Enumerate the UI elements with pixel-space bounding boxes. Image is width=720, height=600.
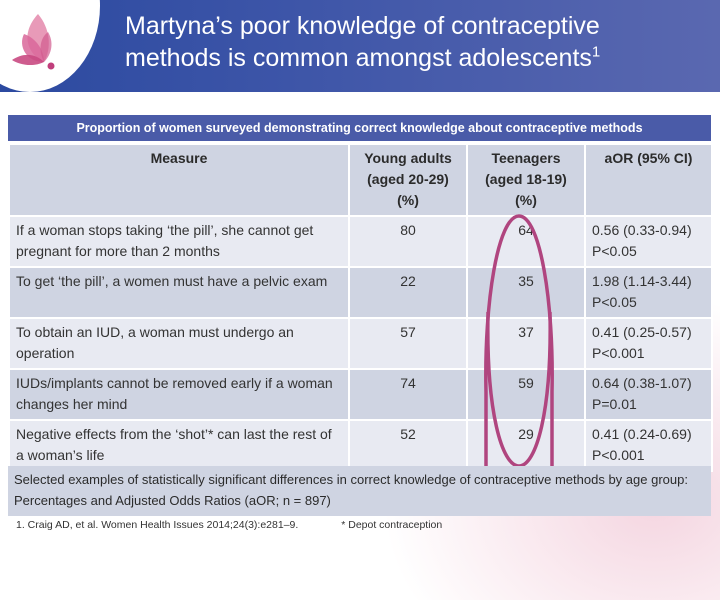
measure-cell: To obtain an IUD, a woman must undergo a… — [8, 317, 350, 370]
measure-cell: If a woman stops taking ‘the pill’, she … — [8, 215, 350, 268]
aor-value: 0.64 (0.38-1.07) — [592, 375, 692, 391]
header-bar — [0, 0, 720, 92]
column-header-measure: Measure — [8, 143, 350, 217]
p-value: P=0.01 — [592, 396, 637, 412]
title-citation: 1 — [591, 43, 601, 61]
column-header-teenagers: Teenagers (aged 18-19) (%) — [466, 143, 586, 217]
teenagers-cell: 59 — [466, 368, 586, 421]
title-line-1: Martyna’s poor knowledge of contraceptiv… — [125, 12, 600, 40]
teenagers-cell: 29 — [466, 419, 586, 472]
table-row: Negative effects from the ‘shot’* can la… — [8, 419, 713, 472]
p-value: P<0.001 — [592, 345, 645, 361]
references: 1. Craig AD, et al. Women Health Issues … — [16, 519, 482, 531]
p-value: P<0.05 — [592, 243, 637, 259]
table-row: If a woman stops taking ‘the pill’, she … — [8, 215, 713, 268]
table-row: To obtain an IUD, a woman must undergo a… — [8, 317, 713, 370]
aor-value: 0.56 (0.33-0.94) — [592, 222, 692, 238]
teenagers-cell: 64 — [466, 215, 586, 268]
depot-note: * Depot contraception — [341, 519, 443, 531]
measure-cell: Negative effects from the ‘shot’* can la… — [8, 419, 350, 472]
title-line-2: methods is common amongst adolescents1 — [125, 43, 601, 72]
young-adults-cell: 52 — [348, 419, 468, 472]
young-adults-cell: 74 — [348, 368, 468, 421]
aor-cell: 0.41 (0.25-0.57) P<0.001 — [584, 317, 713, 370]
column-header-aor: aOR (95% CI) — [584, 143, 713, 217]
aor-value: 1.98 (1.14-3.44) — [592, 273, 692, 289]
aor-value: 0.41 (0.24-0.69) — [592, 426, 692, 442]
column-header-young-adults: Young adults (aged 20-29) (%) — [348, 143, 468, 217]
aor-cell: 1.98 (1.14-3.44) P<0.05 — [584, 266, 713, 319]
measure-cell: IUDs/implants cannot be removed early if… — [8, 368, 350, 421]
young-adults-cell: 80 — [348, 215, 468, 268]
aor-value: 0.41 (0.25-0.57) — [592, 324, 692, 340]
reference-1: 1. Craig AD, et al. Women Health Issues … — [16, 519, 299, 531]
slide-title: Martyna’s poor knowledge of contraceptiv… — [125, 10, 705, 74]
lotus-logo-icon — [12, 14, 55, 70]
p-value: P<0.001 — [592, 447, 645, 463]
measure-cell: To get ‘the pill’, a women must have a p… — [8, 266, 350, 319]
young-adults-cell: 57 — [348, 317, 468, 370]
teenagers-cell: 35 — [466, 266, 586, 319]
table-header-row: Measure Young adults (aged 20-29) (%) Te… — [8, 143, 713, 217]
young-adults-cell: 22 — [348, 266, 468, 319]
teenagers-cell: 37 — [466, 317, 586, 370]
aor-cell: 0.64 (0.38-1.07) P=0.01 — [584, 368, 713, 421]
table-footnote: Selected examples of statistically signi… — [8, 466, 711, 516]
p-value: P<0.05 — [592, 294, 637, 310]
table-row: IUDs/implants cannot be removed early if… — [8, 368, 713, 421]
table-row: To get ‘the pill’, a women must have a p… — [8, 266, 713, 319]
knowledge-table: Measure Young adults (aged 20-29) (%) Te… — [8, 143, 713, 472]
table-caption: Proportion of women surveyed demonstrati… — [8, 115, 711, 141]
aor-cell: 0.41 (0.24-0.69) P<0.001 — [584, 419, 713, 472]
aor-cell: 0.56 (0.33-0.94) P<0.05 — [584, 215, 713, 268]
